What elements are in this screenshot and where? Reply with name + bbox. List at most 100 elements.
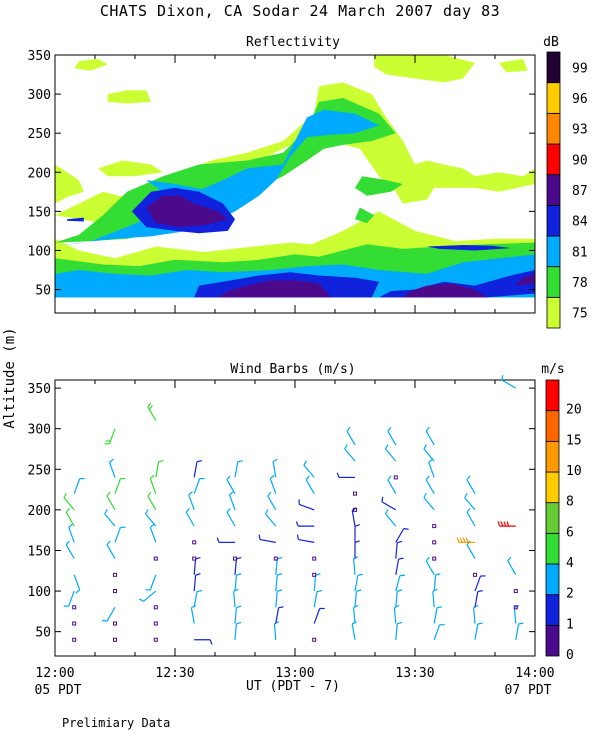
calm-marker [113, 637, 117, 642]
wind-barb [295, 521, 315, 527]
wind-colorbar-swatch [545, 563, 560, 596]
wind-y-tick-label: 200 [28, 504, 51, 519]
wind-barb [474, 575, 486, 592]
calm-marker [273, 556, 278, 561]
calm-marker [353, 507, 357, 512]
wind-barb [313, 590, 323, 608]
reflectivity-contour-78-2 [355, 176, 403, 196]
wind-barb [305, 475, 315, 494]
calm-marker [113, 621, 117, 626]
wind-barb [234, 573, 242, 592]
wind-barb [193, 556, 201, 575]
reflectivity-contour-87-1 [403, 283, 487, 298]
wind-barb [272, 458, 278, 478]
reflectivity-colorbar: 75 78 81 84 87 90 93 96 99 [546, 51, 588, 329]
wind-barb [313, 607, 325, 624]
wind-barb [423, 492, 435, 511]
wind-y-tick-label: 350 [28, 382, 51, 397]
wind-colorbar-label: 0 [566, 648, 574, 663]
wind-x-tick-label: 13:00 [275, 666, 314, 681]
reflectivity-contour-84-3 [427, 245, 511, 251]
wind-barb [336, 472, 355, 479]
wind-barb [193, 477, 205, 494]
wind-barb [296, 534, 315, 543]
reflectivity-contour-87-3 [146, 195, 228, 227]
wind-barb [193, 573, 201, 592]
wind-barb [138, 590, 157, 602]
reflectivity-colorbar-swatch [546, 112, 561, 145]
wind-barb [456, 537, 475, 543]
wind-barb [73, 574, 81, 594]
wind-barb [425, 556, 435, 576]
reflectivity-y-ticks: 50 100 150 200 250 300 350 [28, 49, 535, 299]
wind-barb [354, 573, 363, 592]
wind-barb [313, 573, 321, 592]
reflectivity-contour-75-6 [374, 55, 475, 83]
start-local-label: 05 PDT [35, 683, 82, 698]
calm-marker [113, 572, 117, 577]
wind-x-tick-label: 12:00 [35, 666, 74, 681]
wind-y-tick-label: 100 [28, 585, 51, 600]
reflectivity-colorbar-swatch [546, 143, 561, 176]
wind-barb [63, 590, 75, 607]
reflectivity-colorbar-swatch [546, 51, 561, 84]
wind-barb [473, 604, 479, 624]
y-axis-label: Altitude (m) [2, 327, 18, 428]
reflectivity-colorbar-label: 84 [572, 215, 588, 230]
wind-barb [147, 402, 157, 421]
wind-barb [474, 622, 483, 640]
wind-barb [466, 540, 476, 559]
calm-marker [432, 540, 437, 545]
wind-barb [104, 428, 116, 445]
wind-barb [149, 474, 157, 494]
wind-barb [425, 426, 435, 446]
wind-barb [104, 509, 116, 527]
wind-barb [433, 606, 443, 624]
wind-barbs-x-ticks: 12:00 12:30 13:00 13:30 14:00 [35, 380, 555, 681]
reflectivity-contour-87-2 [515, 273, 535, 286]
calm-marker [513, 589, 518, 594]
wind-barb [433, 573, 441, 592]
x-axis-label: UT (PDT - 7) [246, 679, 340, 694]
wind-barb [233, 588, 239, 608]
wind-barb [101, 606, 116, 622]
wind-barb [106, 491, 116, 511]
reflectivity-colorbar-swatch [546, 296, 561, 329]
wind-barb [63, 492, 75, 511]
wind-barb [73, 477, 85, 494]
wind-colorbar-label: 15 [566, 433, 582, 448]
wind-colorbar-label: 4 [566, 556, 574, 571]
wind-barb [226, 475, 236, 494]
wind-barb [395, 527, 409, 543]
reflectivity-colorbar-swatch [546, 266, 561, 298]
wind-y-tick-label: 250 [28, 463, 51, 478]
wind-barb [381, 496, 397, 511]
reflectivity-y-tick-label: 150 [28, 205, 51, 220]
reflectivity-colorbar-label: 93 [572, 123, 588, 138]
footer-note: Prelimiary Data [62, 716, 170, 730]
reflectivity-colorbar-swatch [546, 204, 561, 237]
wind-barb [344, 444, 356, 462]
wind-colorbar-swatch [545, 624, 560, 657]
end-local-label: 07 PDT [505, 683, 552, 698]
calm-marker [473, 572, 477, 577]
wind-colorbar-swatch [545, 410, 560, 442]
reflectivity-colorbar-swatch [546, 235, 561, 268]
wind-colorbar-swatch [545, 502, 560, 534]
wind-barb [114, 526, 126, 543]
reflectivity-y-tick-label: 300 [28, 88, 51, 103]
wind-colorbar-swatch [545, 532, 560, 565]
calm-marker [153, 605, 158, 610]
wind-barb [393, 604, 400, 624]
wind-barb [216, 537, 235, 543]
wind-barb [275, 606, 284, 624]
wind-barbs-plot-frame [54, 379, 536, 657]
reflectivity-contour-75-4 [107, 90, 151, 104]
wind-barb [145, 574, 157, 591]
wind-barb [395, 574, 405, 592]
wind-barb [501, 375, 517, 389]
wind-barb [354, 540, 360, 559]
wind-barb [193, 590, 203, 608]
wind-barb [346, 426, 356, 446]
wind-barb [354, 589, 362, 608]
